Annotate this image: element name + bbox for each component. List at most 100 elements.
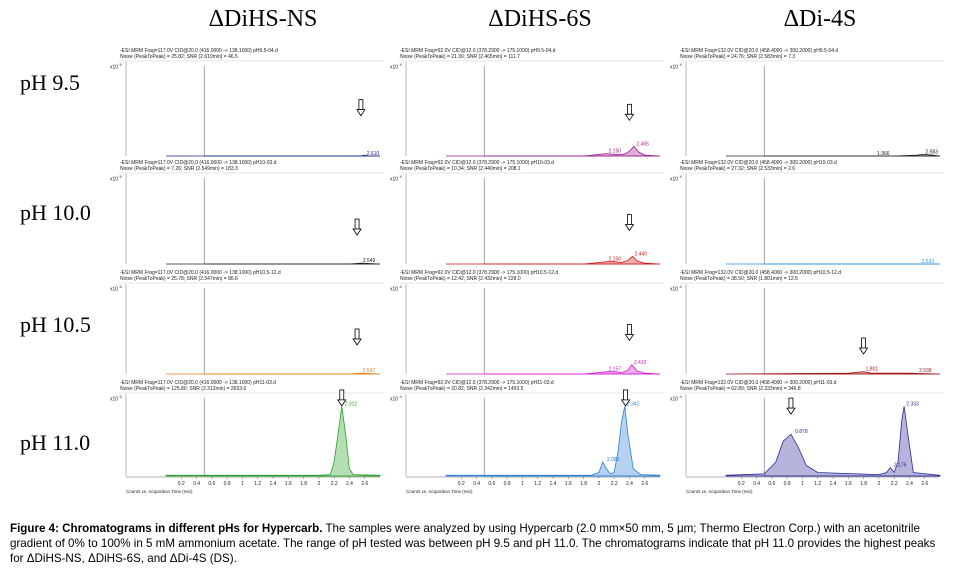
- peak-label: 2.547: [363, 368, 376, 374]
- chromatogram-panel: -ESI MRM Frag=132.0V CID@20.0 (458.4000 …: [670, 380, 944, 498]
- multiplier-exponent: 4: [679, 174, 682, 179]
- arrow-down-icon: [620, 389, 631, 407]
- chromatogram-panel: -ESI MRM Frag=117.0V CID@20.0 (416.0000 …: [110, 270, 384, 378]
- multiplier-base: x10: [390, 286, 399, 293]
- peak-label: 1.966: [877, 151, 890, 157]
- peak-label: 2.176: [894, 463, 907, 469]
- x-tick-label: 1.8: [300, 481, 307, 487]
- multiplier-base: x10: [670, 396, 679, 403]
- chromatogram-plot: 1.801 2.538: [678, 282, 944, 375]
- noise-snr-line: Noise (PeakToPeak) = 62.89; SNR (2.333mi…: [680, 386, 801, 392]
- trace-header-line: -ESI MRM Frag=92.0V CID@12.0 (378.2900 -…: [400, 160, 555, 166]
- chromatogram-panel: -ESI MRM Frag=132.0V CID@20.0 (458.4000 …: [670, 160, 944, 268]
- column-title-di-4s: ΔDi-4S: [783, 6, 857, 32]
- x-axis-label: Counts vs. Acquisition Time (min): [686, 489, 753, 494]
- multiplier-base: x10: [670, 286, 679, 293]
- trace-line: [726, 153, 941, 157]
- arrow-down-icon: [624, 103, 635, 122]
- noise-snr-line: Noise (PeakToPeak) = 38.50; SNR (1.801mi…: [680, 276, 798, 282]
- arrow-down-icon: [624, 324, 635, 342]
- y-scale-multiplier: x10 4: [670, 394, 682, 403]
- row-label-ph-10-0: pH 10.0: [20, 200, 91, 225]
- y-scale-multiplier: x10 5: [110, 62, 122, 71]
- multiplier-exponent: 5: [119, 62, 122, 67]
- peak-label: 2.533: [922, 259, 935, 265]
- x-tick-label: 1.4: [550, 481, 557, 487]
- chromatogram-panel: -ESI MRM Frag=132.0V CID@20.0 (458.4000 …: [670, 270, 944, 378]
- x-tick-label: 2.6: [361, 481, 368, 487]
- arrow-down-icon: [356, 99, 366, 117]
- trace-line: [166, 372, 381, 375]
- x-tick-label: 0.4: [193, 481, 200, 487]
- noise-snr-line: Noise (PeakToPeak) = 7.26; SNR (2.549min…: [120, 166, 238, 172]
- trace-header-line: -ESI MRM Frag=132.0V CID@20.0 (458.4000 …: [680, 380, 837, 386]
- peak-label: 0.878: [795, 429, 808, 435]
- trace-header-line: -ESI MRM Frag=132.0V CID@20.0 (458.4000 …: [680, 160, 837, 166]
- arrow-down-icon: [352, 328, 362, 346]
- chromatogram-plot: 2.547: [118, 282, 384, 375]
- multiplier-base: x10: [390, 396, 399, 403]
- chromatogram-panel: -ESI MRM Frag=117.0V CID@20.0 (416.0000 …: [110, 48, 384, 160]
- chromatogram-panel: -ESI MRM Frag=92.0V CID@12.0 (378.2900 -…: [390, 270, 664, 378]
- multiplier-base: x10: [390, 176, 399, 183]
- figure-caption: Figure 4: Chromatograms in different pHs…: [10, 521, 945, 566]
- noise-snr-line: Noise (PeakToPeak) = 24.76; SNR (2.583mi…: [680, 54, 796, 60]
- x-tick-label: 1: [801, 481, 804, 487]
- chromatogram-plot: 2.549: [118, 172, 384, 265]
- trace-line: [446, 145, 661, 157]
- multiplier-exponent: 4: [399, 394, 402, 399]
- multiplier-exponent: 4: [399, 284, 402, 289]
- chromatogram-panel: -ESI MRM Frag=92.0V CID@12.0 (378.2900 -…: [390, 48, 664, 160]
- peak-label: 2.150: [609, 149, 622, 155]
- chromatogram-panel: -ESI MRM Frag=92.0V CID@12.0 (378.2900 -…: [390, 160, 664, 268]
- trace-header-line: -ESI MRM Frag=117.0V CID@20.0 (416.0000 …: [120, 270, 281, 276]
- trace-header-line: -ESI MRM Frag=132.0V CID@20.0 (458.4000 …: [680, 270, 841, 276]
- trace-line: [166, 154, 380, 157]
- trace-header-line: -ESI MRM Frag=117.0V CID@20.0 (416.0000 …: [120, 48, 278, 54]
- peak-label: 2.440: [634, 251, 647, 257]
- x-tick-label: 1.6: [565, 481, 572, 487]
- row-label-ph-10-5: pH 10.5: [20, 312, 91, 337]
- peak-label: 2.549: [363, 258, 376, 264]
- noise-snr-line: Noise (PeakToPeak) = 25.82; SNR (2.610mi…: [120, 54, 238, 60]
- x-tick-label: 2.6: [921, 481, 928, 487]
- multiplier-exponent: 5: [119, 174, 122, 179]
- peak-label: 2.342: [627, 401, 640, 407]
- arrow-down-icon: [786, 397, 796, 415]
- chromatogram-panel: -ESI MRM Frag=92.0V CID@12.0 (378.2900 -…: [390, 380, 664, 498]
- chromatogram-plot: 2.583 1.966: [678, 60, 944, 157]
- multiplier-exponent: 4: [679, 394, 682, 399]
- row-label-ph-9-5: pH 9.5: [20, 70, 80, 95]
- chromatogram-panel: -ESI MRM Frag=117.0V CID@20.0 (416.0000 …: [110, 380, 384, 498]
- peak-label: 2.312: [345, 401, 358, 407]
- trace-line: [166, 262, 381, 265]
- x-axis-label: Counts vs. Acquisition Time (min): [126, 489, 193, 494]
- noise-snr-line: Noise (PeakToPeak) = 10.34; SNR (2.440mi…: [400, 166, 521, 172]
- multiplier-base: x10: [110, 64, 119, 71]
- trace-header-line: -ESI MRM Frag=92.0V CID@12.0 (378.2900 -…: [400, 380, 554, 386]
- y-scale-multiplier: x10 4: [390, 394, 402, 403]
- x-tick-label: 2.4: [346, 481, 353, 487]
- peak-label: 2.083: [607, 457, 620, 463]
- y-scale-multiplier: x10 4: [390, 62, 402, 71]
- x-tick-label: 2.2: [891, 481, 898, 487]
- x-tick-label: 1.2: [254, 481, 261, 487]
- x-tick-label: 0.4: [473, 481, 480, 487]
- x-tick-label: 0.4: [753, 481, 760, 487]
- noise-snr-line: Noise (PeakToPeak) = 27.32; SNR (2.533mi…: [680, 166, 796, 172]
- chromatogram-plot: 0.878 2.333 2.176 0.2 0.4 0.6 0.8 1 1.2 1.4 1.6 1.8…: [678, 392, 944, 494]
- multiplier-base: x10: [110, 176, 119, 183]
- chromatogram-panel: -ESI MRM Frag=132.0V CID@20.0 (458.4000 …: [670, 48, 944, 160]
- y-scale-multiplier: x10 5: [110, 284, 122, 293]
- x-tick-label: 0.8: [784, 481, 791, 487]
- x-tick-label: 1.4: [270, 481, 277, 487]
- multiplier-exponent: 5: [119, 284, 122, 289]
- peak-label: 2.583: [925, 149, 938, 155]
- chromatogram-plot: 2.432 2.157: [398, 282, 664, 375]
- y-scale-multiplier: x10 5: [110, 394, 122, 403]
- trace-line: [165, 406, 381, 477]
- x-tick-label: 1.2: [534, 481, 541, 487]
- x-tick-label: 2.2: [331, 481, 338, 487]
- arrow-down-icon: [352, 218, 362, 236]
- x-tick-label: 0.6: [488, 481, 495, 487]
